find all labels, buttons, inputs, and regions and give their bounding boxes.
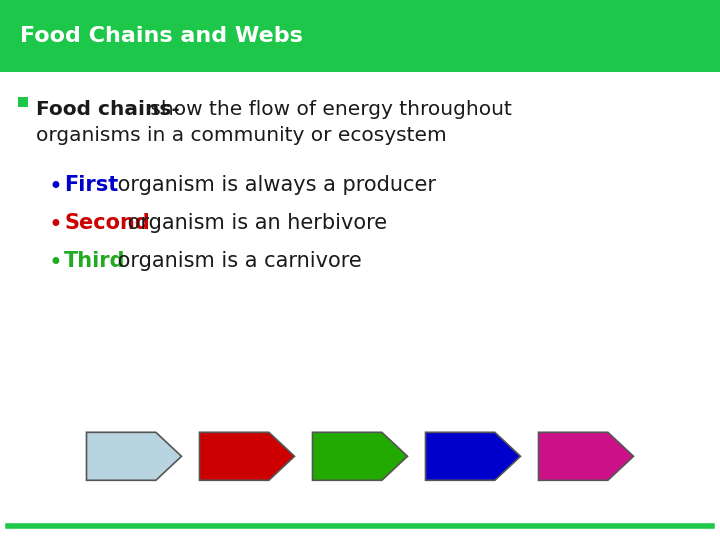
Polygon shape — [86, 433, 181, 480]
Text: organisms in a community or ecosystem: organisms in a community or ecosystem — [36, 126, 446, 145]
Text: •: • — [48, 213, 62, 237]
Polygon shape — [426, 433, 521, 480]
Text: organism is an herbivore: organism is an herbivore — [121, 213, 387, 233]
FancyBboxPatch shape — [0, 0, 720, 72]
Text: First: First — [64, 175, 118, 195]
FancyBboxPatch shape — [18, 97, 28, 107]
Text: Second: Second — [64, 213, 150, 233]
Text: organism is always a producer: organism is always a producer — [112, 175, 436, 195]
Text: •: • — [48, 251, 62, 275]
Text: Food Chains and Webs: Food Chains and Webs — [20, 26, 303, 46]
Polygon shape — [199, 433, 294, 480]
Text: •: • — [48, 175, 62, 199]
Text: show the flow of energy throughout: show the flow of energy throughout — [144, 100, 512, 119]
Text: organism is a carnivore: organism is a carnivore — [112, 251, 362, 271]
Polygon shape — [539, 433, 634, 480]
Text: Food chains-: Food chains- — [36, 100, 180, 119]
Text: Third: Third — [64, 251, 125, 271]
Polygon shape — [312, 433, 408, 480]
